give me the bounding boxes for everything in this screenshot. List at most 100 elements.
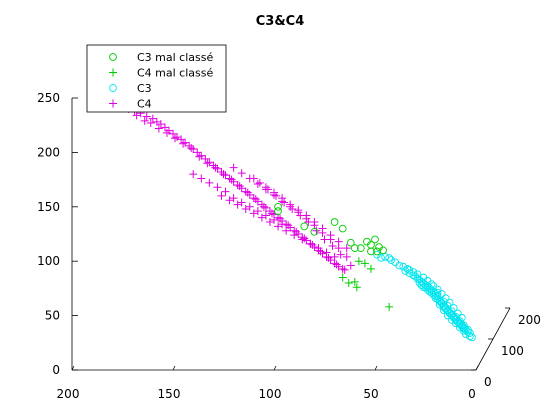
data-point [419,283,428,292]
data-point [318,228,327,237]
data-point [322,248,331,257]
data-point [401,267,410,275]
data-point [413,270,422,279]
data-point [276,214,285,223]
data-point [437,289,446,298]
data-point [274,213,283,222]
data-point [447,307,456,316]
data-point [265,218,274,227]
data-point [385,302,394,311]
data-point [292,227,301,236]
data-point [227,175,236,184]
data-point [140,116,149,125]
data-point [443,307,452,316]
data-point [350,244,359,252]
data-point [405,269,414,278]
data-point [179,139,188,148]
data-point [195,152,204,161]
data-point [261,211,270,220]
legend-label: C4 [137,98,152,111]
data-point [253,179,262,188]
y-tick-label: 200 [518,313,541,327]
data-point [294,208,303,217]
z-tick-label: 100 [37,254,60,268]
data-point [455,317,464,325]
data-point [243,188,252,197]
data-point [377,254,385,262]
data-point [213,183,222,192]
data-point [346,238,355,247]
legend-label: C4 mal classé [137,67,213,80]
data-point [274,207,282,216]
data-point [340,265,349,274]
data-point [274,222,283,231]
data-point [142,112,151,121]
chart-title: C3&C4 [256,14,305,29]
data-point [468,333,476,342]
series-c4-mal-class- [338,257,394,311]
data-point [278,220,287,229]
data-point [146,119,155,128]
data-point [253,207,262,216]
data-point [399,262,408,271]
data-point [225,196,234,205]
data-point [308,240,317,249]
z-tick-label: 150 [37,200,60,214]
x-tick-label: 150 [158,387,181,401]
data-point [437,298,446,307]
data-point [417,281,426,289]
data-point [443,311,452,320]
data-point [217,191,226,200]
data-point [189,145,198,154]
data-point [431,294,440,303]
data-point [162,128,171,137]
data-point [338,264,347,273]
data-point [249,194,258,203]
data-point [290,231,299,240]
data-point [379,246,387,255]
data-point [462,330,470,338]
data-point [132,111,141,120]
data-point [451,312,460,321]
data-point [203,159,212,168]
data-point [330,218,339,226]
data-points [124,104,476,342]
x-tick-label: 50 [363,387,378,401]
data-point [415,279,424,287]
data-point [405,266,414,274]
data-point [187,144,196,153]
data-point [373,247,381,256]
data-point [152,117,161,126]
data-point [403,264,412,273]
x-tick-mark [71,365,75,371]
z-tick-label: 0 [52,363,60,377]
z-tick-label: 50 [45,309,60,323]
data-point [249,209,258,218]
x-tick-mark [273,365,277,371]
data-point [367,247,375,256]
data-point [350,277,359,286]
data-point [233,200,242,209]
data-point [409,268,418,276]
data-point [310,221,319,230]
data-point [177,135,186,144]
data-point [270,215,278,224]
data-point [261,203,270,212]
legend-box [86,44,227,113]
data-point [270,190,278,199]
data-point [346,261,355,270]
data-point [371,235,379,244]
data-point [197,174,206,183]
z-tick-label: 250 [37,91,60,105]
data-point [255,178,264,187]
x-tick-mark [475,365,479,371]
data-point [460,321,468,330]
data-point [241,187,250,196]
legend-marker [109,99,117,108]
data-point [338,224,347,233]
data-point [173,133,182,142]
data-point [344,278,353,287]
data-point [213,164,222,173]
data-point [439,306,448,315]
